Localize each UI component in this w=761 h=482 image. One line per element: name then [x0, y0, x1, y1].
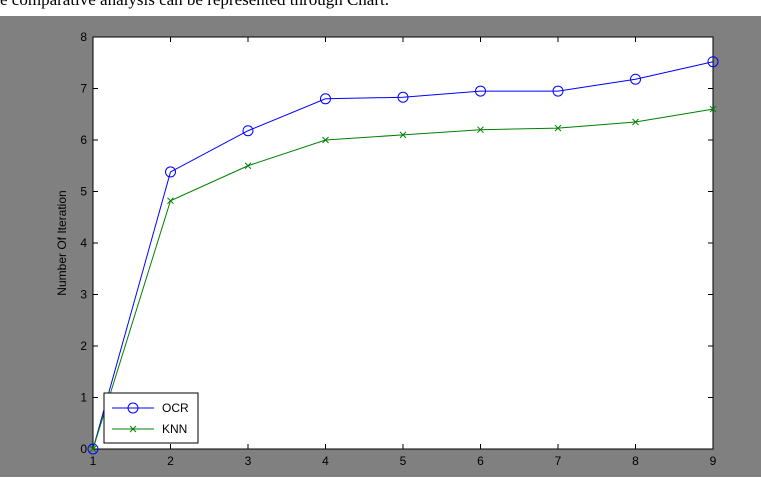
data-point-ocr — [242, 125, 254, 137]
x-tick-label: 6 — [477, 454, 484, 468]
y-tick-label: 3 — [80, 288, 87, 302]
series-line-ocr — [92, 61, 714, 450]
data-point-knn — [89, 445, 97, 453]
data-point-ocr — [475, 85, 486, 97]
caption-text: e comparative analysis can be represente… — [0, 0, 761, 10]
y-tick-label: 1 — [80, 391, 87, 405]
data-point-knn — [244, 162, 252, 170]
data-point-knn — [709, 105, 717, 113]
data-point-knn — [477, 126, 484, 134]
data-point-ocr — [707, 56, 719, 68]
data-point-knn — [322, 136, 329, 144]
x-tick-label: 9 — [710, 454, 717, 468]
data-point-ocr — [87, 443, 99, 455]
x-tick-label: 2 — [167, 454, 174, 468]
data-point-ocr — [552, 85, 564, 97]
data-point-ocr — [397, 91, 409, 103]
x-tick-label: 4 — [322, 454, 329, 468]
y-tick-label: 8 — [80, 30, 87, 44]
data-point-ocr — [165, 166, 176, 178]
y-tick-label: 0 — [80, 442, 87, 456]
data-point-knn — [167, 197, 174, 205]
y-axis-label: Number Of Iteration — [55, 190, 69, 295]
data-point-ocr — [320, 93, 331, 105]
legend-label-knn: KNN — [162, 422, 187, 436]
data-point-ocr — [630, 73, 641, 85]
x-tick-label: 5 — [400, 454, 407, 468]
x-tick-label: 3 — [245, 454, 252, 468]
y-tick-label: 5 — [80, 185, 87, 199]
y-tick-label: 6 — [80, 133, 87, 147]
legend-marker-ocr — [127, 402, 139, 414]
x-tick-label: 8 — [632, 454, 639, 468]
legend-label-ocr: OCR — [162, 401, 189, 415]
data-point-knn — [399, 131, 407, 139]
legend-box — [103, 392, 199, 444]
x-tick-label: 7 — [555, 454, 562, 468]
legend-marker-knn — [129, 425, 137, 433]
y-tick-label: 4 — [80, 236, 87, 250]
data-point-knn — [632, 118, 639, 126]
plot-area — [92, 36, 714, 450]
x-tick-label: 1 — [90, 454, 97, 468]
y-tick-label: 7 — [80, 82, 87, 96]
y-tick-label: 2 — [80, 339, 87, 353]
data-point-knn — [554, 124, 562, 132]
